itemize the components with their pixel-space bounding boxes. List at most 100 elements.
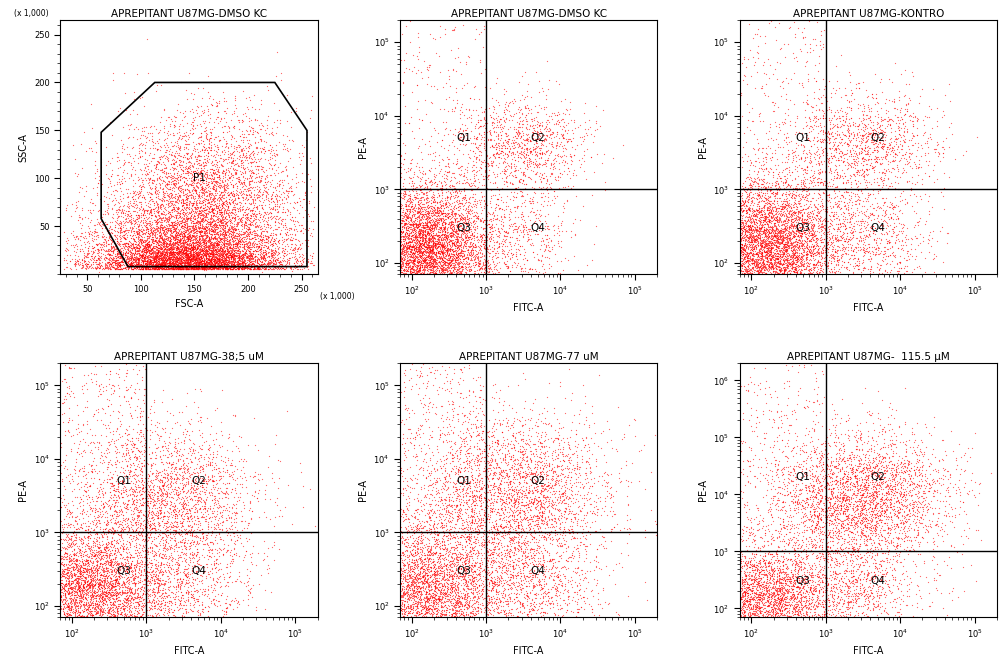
Point (740, 592, 756, 603)
Point (423, 576, 439, 586)
Point (849, 461, 865, 472)
Point (765, 588, 781, 599)
Point (893, 227, 909, 238)
Point (407, 200, 423, 211)
Point (215, 183, 232, 194)
Point (803, 150, 819, 161)
Point (444, 258, 460, 268)
Point (756, 576, 772, 587)
Point (530, 611, 546, 622)
Point (409, 572, 425, 582)
Point (135, 479, 151, 490)
Point (868, 473, 884, 484)
Point (813, 515, 829, 525)
Point (890, 462, 906, 473)
Point (221, 225, 237, 236)
Point (783, 203, 800, 213)
Point (223, 257, 239, 268)
Point (398, 601, 414, 612)
Point (212, 220, 229, 231)
Point (433, 585, 449, 596)
Point (745, 210, 761, 221)
Point (446, 437, 462, 448)
Point (263, 250, 279, 260)
Point (193, 224, 209, 235)
Point (134, 260, 150, 271)
Point (205, 194, 222, 205)
Point (743, 103, 759, 113)
Point (788, 597, 805, 607)
Point (402, 164, 418, 175)
Point (556, 539, 572, 550)
Point (537, 210, 553, 221)
Point (224, 246, 240, 257)
Point (66, 205, 83, 216)
Point (108, 580, 124, 591)
Point (810, 591, 826, 602)
Point (130, 469, 146, 480)
Point (897, 476, 913, 486)
Point (893, 462, 909, 472)
Point (476, 229, 492, 240)
Point (165, 175, 181, 186)
Point (302, 174, 318, 185)
Point (881, 425, 897, 435)
Point (226, 435, 242, 446)
Point (145, 484, 161, 495)
Point (75, 383, 91, 394)
Point (251, 260, 267, 271)
Point (424, 260, 440, 270)
Point (168, 490, 184, 501)
Point (109, 244, 125, 254)
Point (421, 196, 437, 207)
Point (759, 242, 775, 253)
Point (165, 250, 181, 261)
Point (217, 257, 233, 268)
Point (177, 248, 193, 258)
Point (451, 240, 467, 250)
Point (839, 164, 855, 174)
Point (459, 455, 475, 466)
Point (201, 453, 218, 464)
Point (537, 230, 553, 241)
Point (768, 223, 784, 234)
Point (898, 462, 914, 473)
Point (476, 592, 492, 603)
Point (56, 584, 73, 595)
Point (197, 262, 213, 272)
Point (865, 598, 881, 609)
Point (205, 256, 222, 266)
Point (167, 229, 183, 240)
Point (266, 159, 282, 170)
Point (160, 245, 176, 256)
Point (538, 170, 554, 181)
Point (168, 247, 184, 258)
Point (828, 236, 844, 246)
Point (542, 123, 558, 134)
Point (145, 569, 161, 580)
Point (102, 587, 118, 598)
Point (159, 238, 175, 248)
Point (138, 219, 154, 230)
Point (871, 180, 887, 191)
Point (206, 216, 223, 227)
Point (742, 231, 758, 242)
Point (182, 505, 198, 516)
Point (131, 599, 147, 609)
Point (124, 591, 140, 602)
Point (485, 579, 501, 590)
Point (242, 227, 258, 238)
Point (768, 177, 784, 188)
Point (885, 462, 901, 473)
Point (436, 539, 452, 550)
Point (425, 197, 441, 208)
Point (493, 601, 510, 611)
Point (165, 220, 181, 231)
Point (852, 418, 868, 429)
Point (502, 178, 519, 189)
Point (415, 571, 431, 582)
Point (186, 474, 202, 484)
Point (908, 455, 924, 466)
Point (230, 193, 246, 203)
Point (575, 146, 591, 157)
